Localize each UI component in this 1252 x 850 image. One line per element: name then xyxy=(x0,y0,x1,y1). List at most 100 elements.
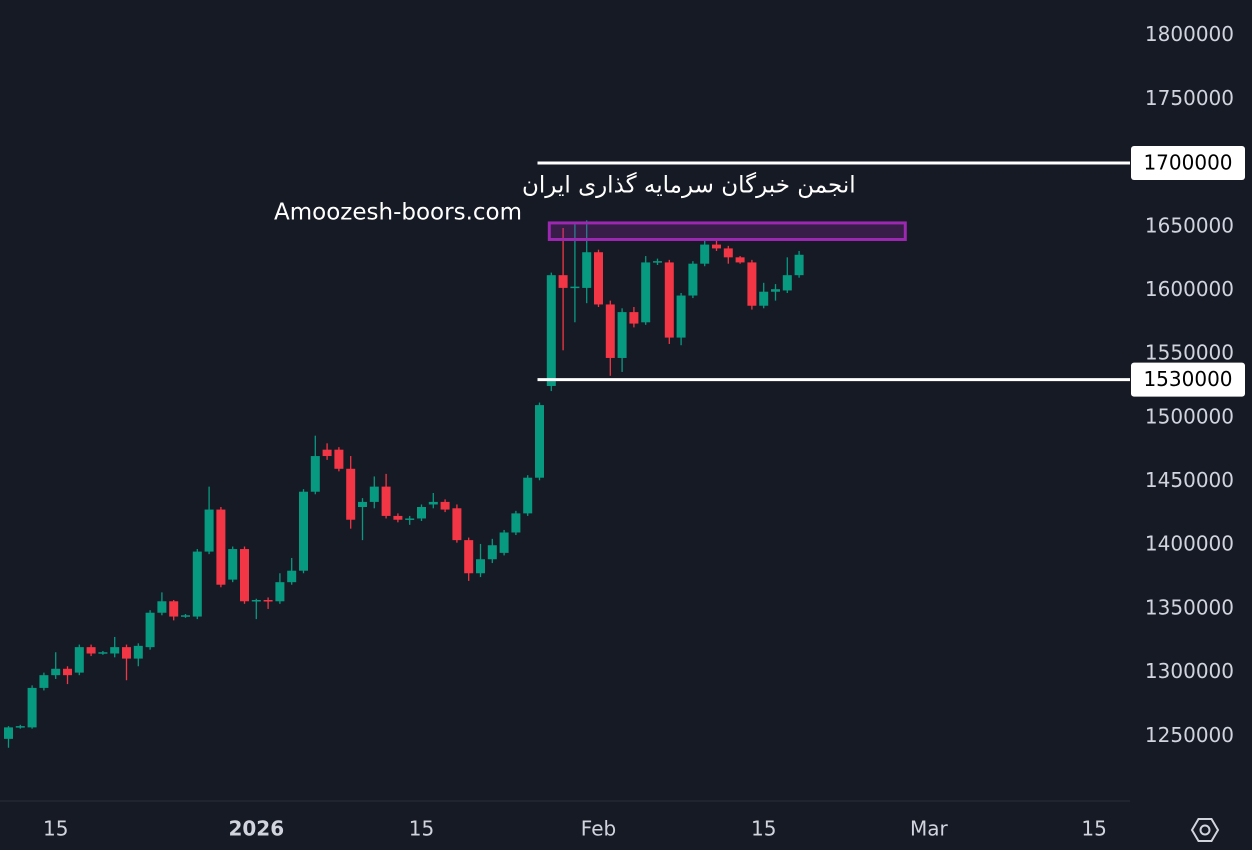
price-label: 1530000 xyxy=(1143,367,1232,391)
candle-body xyxy=(358,501,367,508)
candle-body xyxy=(535,405,544,478)
candle-body xyxy=(487,545,497,560)
candle-body xyxy=(334,449,344,469)
candle-body xyxy=(157,601,167,613)
price-label: 1700000 xyxy=(1143,151,1232,175)
settings-circle xyxy=(1199,824,1211,836)
candle-body xyxy=(771,289,780,292)
candle-body xyxy=(747,262,757,306)
candle-body xyxy=(74,647,84,673)
candle-body xyxy=(51,668,61,676)
y-tick-label: 1300000 xyxy=(1145,659,1234,683)
candle-body xyxy=(228,549,238,580)
y-tick-label: 1450000 xyxy=(1145,468,1234,492)
x-tick-label: 15 xyxy=(1081,817,1106,841)
candle-body xyxy=(145,612,155,648)
candle-body xyxy=(700,244,710,264)
zone-box xyxy=(547,221,907,241)
candle-body xyxy=(570,286,580,289)
y-tick-label: 1750000 xyxy=(1145,86,1234,110)
y-tick-label: 1250000 xyxy=(1145,723,1234,747)
candle-body xyxy=(287,570,297,583)
y-tick-label: 1500000 xyxy=(1145,404,1234,428)
price-label-box xyxy=(1131,146,1245,181)
candle-body xyxy=(735,257,745,263)
candle-body xyxy=(299,491,308,571)
candle-body xyxy=(664,262,674,338)
candle-body xyxy=(605,304,615,358)
watermark-text: Amoozesh-boors.com xyxy=(274,200,522,226)
candle-body xyxy=(723,248,733,258)
candle-body xyxy=(476,559,485,574)
candle-body xyxy=(452,508,462,541)
candle-body xyxy=(405,518,415,520)
candle-body xyxy=(594,252,603,305)
candle-body xyxy=(216,509,226,585)
y-tick-label: 1400000 xyxy=(1145,532,1234,556)
candle-body xyxy=(240,549,249,602)
candle-body xyxy=(676,295,686,338)
candle-body xyxy=(133,645,143,659)
candle-body xyxy=(617,312,627,358)
candle-body xyxy=(759,291,769,306)
candle-body xyxy=(794,254,804,276)
candle-body xyxy=(523,477,533,514)
watermark-text: انجمن خبرگان سرمایه گذاری ایران xyxy=(522,172,856,199)
settings-hexagon xyxy=(1190,818,1220,842)
candle-body xyxy=(169,601,179,617)
candle-body xyxy=(369,486,379,502)
candle-body xyxy=(251,600,261,602)
candle-body xyxy=(393,515,403,520)
candle-body xyxy=(381,486,391,516)
candle-body xyxy=(688,263,698,296)
candle-body xyxy=(310,456,320,492)
x-tick-label: 2026 xyxy=(228,817,284,841)
x-tick-label: 15 xyxy=(43,817,68,841)
candle-body xyxy=(4,727,13,739)
candle-body xyxy=(15,726,25,728)
price-label-box xyxy=(1131,362,1245,397)
candle-body xyxy=(122,647,131,659)
candle-body xyxy=(39,675,49,688)
candle-body xyxy=(440,501,450,510)
y-tick-label: 1800000 xyxy=(1145,22,1234,46)
candle-body xyxy=(641,262,651,323)
candle-body xyxy=(27,687,37,728)
candle-body xyxy=(192,551,202,617)
candle-body xyxy=(511,513,521,533)
candle-body xyxy=(558,275,568,288)
candle-body xyxy=(712,244,721,249)
candle-body xyxy=(428,501,438,505)
candle-body xyxy=(464,540,474,574)
candle-body xyxy=(629,312,639,324)
candle-body xyxy=(110,647,120,654)
candle-body xyxy=(263,600,273,602)
y-tick-label: 1550000 xyxy=(1145,341,1234,365)
candle-body xyxy=(204,509,214,552)
candle-body xyxy=(322,449,332,457)
candle-body xyxy=(98,652,108,654)
plot-area xyxy=(4,220,804,748)
candle-body xyxy=(63,668,72,676)
y-tick-label: 1650000 xyxy=(1145,213,1234,237)
candle-body xyxy=(417,507,426,519)
candle-body xyxy=(782,275,792,291)
candle-body xyxy=(546,275,556,386)
candle-body xyxy=(181,615,190,617)
x-tick-label: 15 xyxy=(751,817,776,841)
candle-body xyxy=(275,582,285,602)
candle-body xyxy=(86,647,96,654)
candle-body xyxy=(653,261,662,263)
settings-icon[interactable] xyxy=(1190,818,1220,842)
x-tick-label: Mar xyxy=(910,817,949,841)
y-tick-label: 1350000 xyxy=(1145,595,1234,619)
candle-body xyxy=(499,532,509,553)
x-tick-label: Feb xyxy=(581,817,616,841)
x-tick-label: 15 xyxy=(409,817,434,841)
candle-body xyxy=(582,252,592,288)
candle-body xyxy=(346,468,356,520)
y-tick-label: 1600000 xyxy=(1145,277,1234,301)
